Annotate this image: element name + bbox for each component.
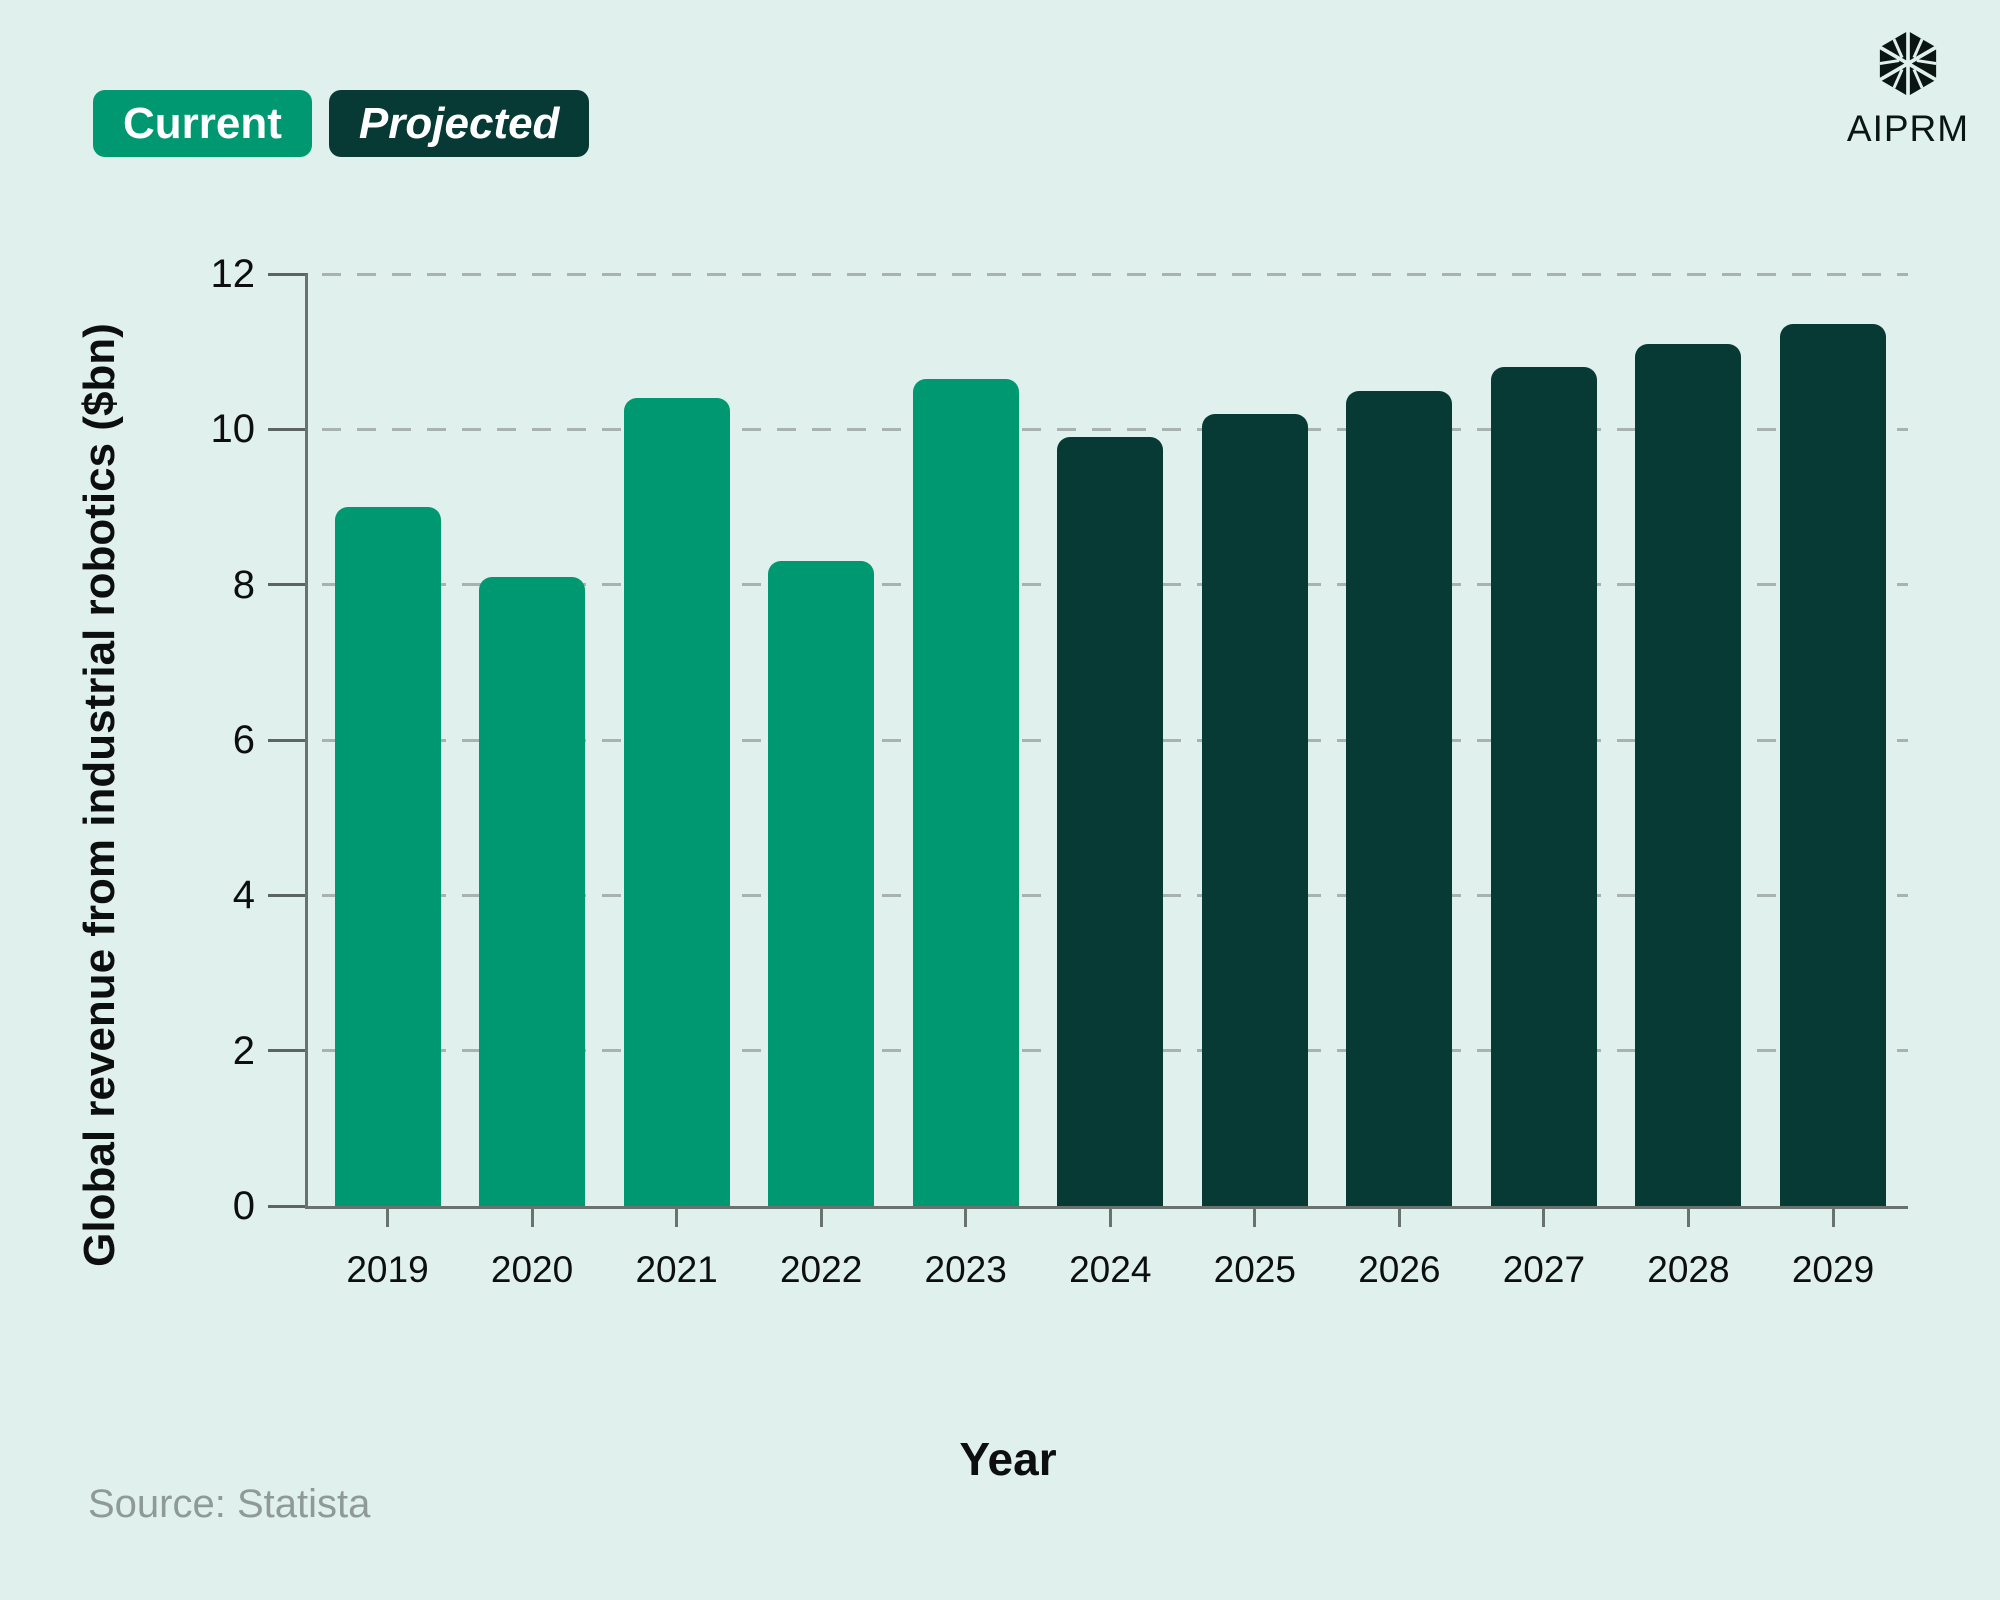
x-axis-title: Year [959, 1433, 1057, 1485]
y-tick-8 [268, 583, 308, 587]
gridline-12 [322, 272, 1908, 276]
bar-2019 [334, 507, 441, 1206]
x-tick-2022 [819, 1209, 823, 1227]
y-tick-label-10: 10 [210, 407, 256, 452]
bar-2020 [479, 576, 586, 1206]
x-tick-2026 [1397, 1209, 1401, 1227]
y-tick-10 [268, 427, 308, 431]
x-tick-label-2023: 2023 [924, 1249, 1007, 1290]
y-tick-label-8: 8 [232, 562, 255, 607]
bar-2022 [768, 561, 875, 1206]
x-tick-label-2020: 2020 [490, 1249, 574, 1290]
x-tick-label-2019: 2019 [346, 1249, 429, 1290]
x-axis-line [305, 1206, 1908, 1209]
x-tick-2027 [1542, 1209, 1546, 1227]
aiprm-logo-icon [1878, 30, 1938, 97]
bar-2028 [1635, 343, 1742, 1206]
source-credit: Source: Statista [88, 1482, 371, 1526]
bar-2025 [1201, 413, 1308, 1206]
legend-item-current: Current [93, 90, 312, 157]
x-tick-label-2029: 2029 [1791, 1249, 1875, 1290]
bar-2024 [1057, 437, 1164, 1206]
bar-2029 [1780, 324, 1886, 1206]
y-tick-label-4: 4 [232, 873, 255, 918]
y-tick-label-0: 0 [232, 1184, 255, 1228]
x-tick-label-2024: 2024 [1069, 1249, 1152, 1290]
y-tick-4 [268, 893, 308, 897]
y-axis-line [305, 274, 308, 1209]
gridline-10 [322, 427, 1908, 431]
legend: Current Projected [93, 90, 590, 157]
y-tick-2 [268, 1049, 308, 1053]
bar-2023 [912, 378, 1019, 1206]
y-axis-title: Global revenue from industrial robotics … [75, 323, 124, 1267]
brand-wordmark: AIPRM [1846, 108, 1970, 149]
y-tick-12 [268, 272, 308, 276]
x-tick-2024 [1108, 1209, 1112, 1227]
x-tick-2028 [1686, 1209, 1690, 1227]
y-tick-label-6: 6 [232, 718, 255, 762]
x-tick-label-2028: 2028 [1647, 1249, 1730, 1290]
y-tick-label-2: 2 [232, 1028, 255, 1073]
x-tick-label-2027: 2027 [1502, 1249, 1586, 1290]
x-tick-label-2026: 2026 [1358, 1249, 1441, 1290]
x-tick-2029 [1831, 1209, 1835, 1227]
x-tick-2025 [1253, 1209, 1257, 1227]
x-tick-2023 [964, 1209, 968, 1227]
y-tick-6 [268, 738, 308, 742]
bar-2021 [623, 398, 730, 1206]
x-tick-label-2021: 2021 [635, 1249, 718, 1290]
x-tick-label-2025: 2025 [1213, 1249, 1296, 1290]
y-tick-label-12: 12 [210, 252, 256, 296]
x-tick-2021 [675, 1209, 679, 1227]
y-tick-0 [268, 1204, 308, 1208]
legend-item-projected: Projected [328, 90, 590, 157]
bar-2027 [1490, 367, 1597, 1206]
brand-block: AIPRM [1843, 26, 1973, 150]
bar-2026 [1346, 390, 1453, 1206]
x-tick-2019 [386, 1209, 389, 1227]
x-tick-label-2022: 2022 [779, 1249, 863, 1290]
x-tick-2020 [530, 1209, 534, 1227]
